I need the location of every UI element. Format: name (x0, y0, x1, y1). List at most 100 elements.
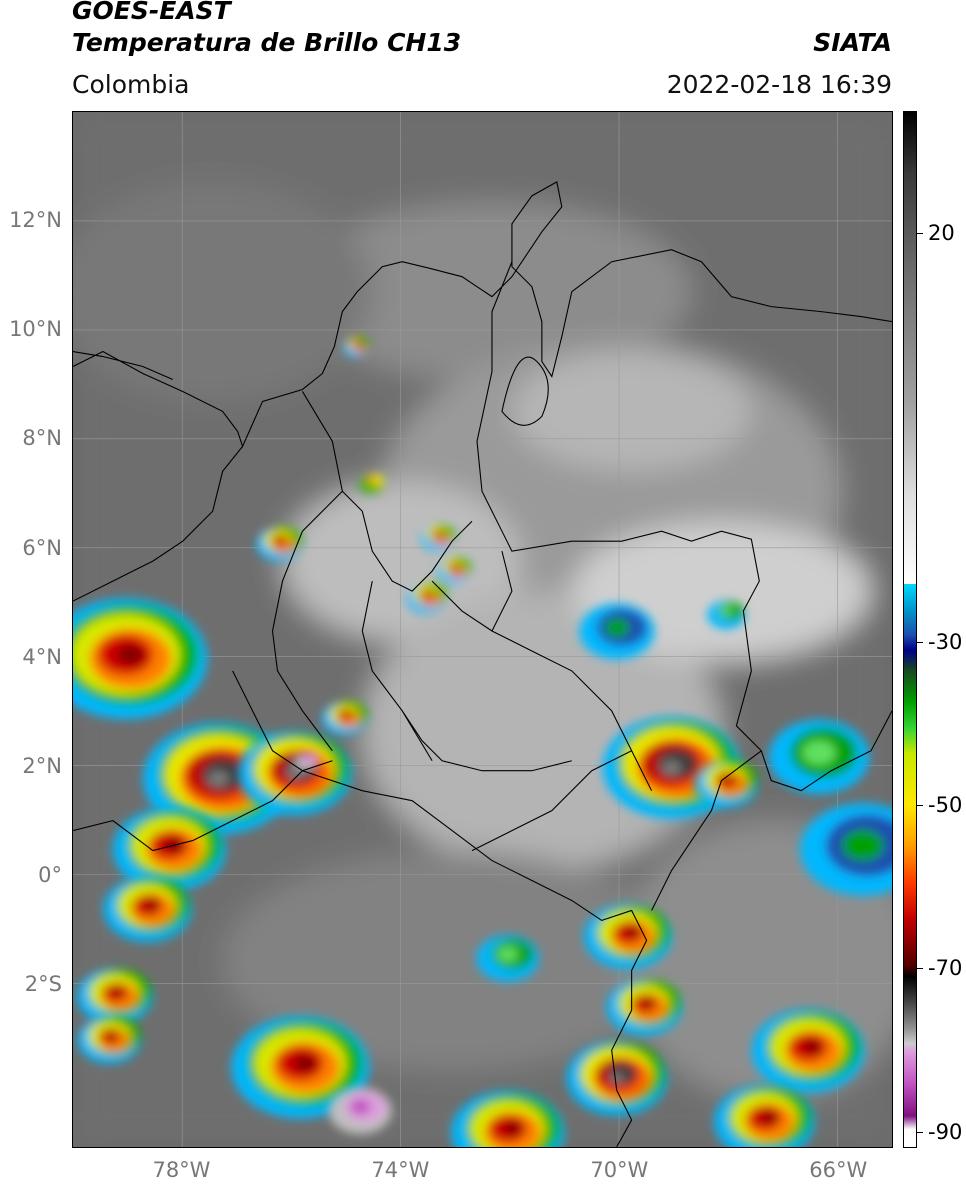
political-borders (73, 181, 892, 1147)
storm-cell (694, 760, 758, 808)
storm-ring (625, 927, 641, 938)
region-label: Colombia (72, 70, 190, 99)
storm-cell (751, 1009, 865, 1093)
storm-ring (116, 644, 145, 665)
storm-cell (714, 1084, 815, 1147)
storm-cell (606, 979, 682, 1036)
storm-ring (725, 776, 737, 784)
storm-ring (345, 711, 353, 718)
colorbar-label: -30 (928, 629, 963, 654)
storm-cell (707, 601, 746, 630)
storm-ring (356, 341, 363, 348)
storm-cell (451, 1090, 565, 1147)
storm-cell (583, 904, 672, 970)
storm-cell (231, 1016, 370, 1119)
latitude-label: 12°N (9, 208, 62, 233)
colorbar-label: -50 (928, 793, 963, 818)
internal-boundaries (232, 391, 653, 852)
storm-ring (802, 740, 836, 766)
storm-ring (803, 1039, 823, 1054)
satellite-map[interactable] (72, 111, 893, 1148)
storm-ring (207, 770, 230, 787)
storm-ring (609, 1072, 625, 1084)
storm-cell (360, 474, 384, 493)
storm-cell (238, 731, 352, 815)
longitude-label: 78°W (152, 1158, 211, 1182)
storm-cell (293, 752, 320, 772)
peru-border (302, 770, 648, 1147)
storm-cell (768, 719, 870, 794)
storm-ring (841, 829, 884, 861)
storm-ring (349, 1099, 371, 1115)
storm-ring (503, 1121, 523, 1136)
pacific-coastline (73, 446, 244, 602)
longitude-label: 66°W (809, 1158, 868, 1182)
latitude-label: 2°N (22, 753, 62, 778)
colorbar-label: -90 (928, 1119, 963, 1144)
storm-ring (367, 477, 376, 484)
storm-ring (455, 564, 462, 571)
storm-cell (476, 935, 540, 982)
storm-ring (643, 998, 656, 1009)
storm-cell (343, 337, 370, 357)
storm-ring (761, 1111, 778, 1124)
colorbar-label: -70 (928, 956, 963, 981)
storm-ring (145, 899, 160, 911)
storm-ring (286, 767, 303, 780)
storm-ring (293, 1054, 317, 1072)
temperature-colorbar (903, 111, 917, 1148)
storm-ring (604, 618, 630, 637)
organization-label: SIATA (813, 28, 892, 57)
storm-cell (799, 802, 892, 896)
storm-ring (302, 752, 320, 765)
storm-ring (438, 531, 445, 538)
colorbar-tick (917, 805, 923, 807)
storm-ring (113, 987, 126, 998)
storm-cell (407, 583, 447, 613)
storm-cell (77, 968, 153, 1025)
caribbean-coastline (73, 181, 892, 448)
latitude-label: 0° (38, 863, 62, 888)
latitude-label: 2°S (24, 972, 62, 997)
colorbar-tick (917, 641, 923, 643)
storm-cell (437, 557, 472, 584)
storm-ring (427, 591, 435, 598)
lake-maracaibo (501, 356, 549, 426)
storm-cell (579, 603, 655, 660)
storm-ring (351, 341, 359, 348)
colorbar-tick (917, 1131, 923, 1133)
storm-cell (103, 876, 192, 942)
latitude-label: 10°N (9, 317, 62, 342)
storm-ring (301, 755, 310, 762)
colorbar-tick (917, 968, 923, 970)
storm-ring (108, 1032, 120, 1040)
cloud-texture (73, 112, 892, 1147)
storm-cell (322, 701, 368, 735)
storm-cell (73, 598, 208, 720)
ecuador-border (73, 760, 333, 852)
storm-ring (719, 606, 733, 616)
storm-cell (421, 525, 455, 551)
storm-ring (431, 531, 443, 539)
title-product: Temperatura de Brillo CH13 (72, 28, 462, 57)
longitude-label: 70°W (590, 1158, 649, 1182)
map-canvas (73, 112, 892, 1147)
brazil-border (651, 750, 762, 911)
title-satellite: GOES-EAST (72, 0, 231, 25)
latitude-label: 6°N (22, 535, 62, 560)
colorbar-tick (917, 233, 923, 235)
storm-ring (447, 563, 459, 572)
venezuela-border (476, 261, 892, 792)
storm-ring (661, 760, 682, 775)
storm-ring (279, 537, 288, 544)
longitude-label: 74°W (371, 1158, 430, 1182)
storm-ring (497, 946, 519, 963)
latitude-label: 8°N (22, 426, 62, 451)
panama-border (73, 350, 173, 380)
storm-cell (112, 807, 226, 892)
storm-cell (77, 1016, 141, 1064)
storm-cell (328, 1087, 392, 1135)
storm-cell (256, 526, 302, 561)
latitude-label: 4°N (22, 644, 62, 669)
colorbar-label: 20 (928, 221, 955, 246)
